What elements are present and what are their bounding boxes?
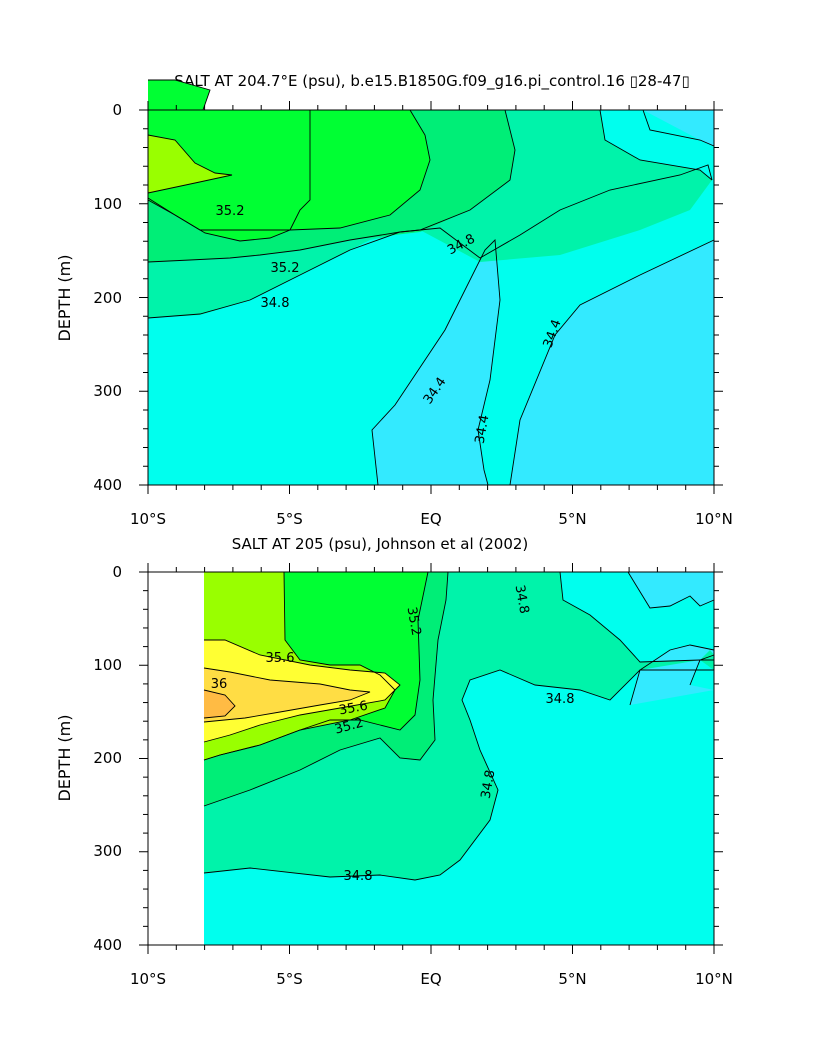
contour-label: 34.4 <box>473 414 493 445</box>
isohaline-35.6 <box>203 639 401 743</box>
isohaline-34.6 <box>627 571 715 609</box>
y-axis-label: DEPTH (m) <box>55 254 74 341</box>
isohaline-34.8 <box>147 109 516 263</box>
isohaline-34.4 <box>509 239 715 486</box>
contour-label: 34.8 <box>512 584 532 615</box>
x-axis <box>147 563 715 954</box>
panel-observations: SALT AT 205 (psu), Johnson et al (2002) <box>55 535 733 988</box>
contour-label: 34.8 <box>261 296 290 311</box>
x-tick-label: 10°S <box>130 510 166 528</box>
y-tick-label: 100 <box>93 656 122 674</box>
salinity-band-35.4 <box>148 135 232 193</box>
y-axis <box>139 571 723 946</box>
salinity-band-35.2 <box>148 110 430 230</box>
isohaline-34.6 <box>689 659 714 686</box>
contour-label: 35.6 <box>338 699 369 719</box>
contour-label: 34.8 <box>479 769 499 800</box>
y-axis-label: DEPTH (m) <box>55 714 74 801</box>
contour-label: 34.8 <box>344 869 373 884</box>
contour-label: 35.2 <box>333 716 365 738</box>
panel-title: SALT AT 205 (psu), Johnson et al (2002) <box>232 535 529 553</box>
y-tick-label: 200 <box>93 749 122 767</box>
salinity-band-34.4 <box>628 572 714 608</box>
contour-labels: 35.6 36 35.6 35.2 35.2 34.8 34.8 34.8 34… <box>211 584 575 884</box>
isohaline-34.8 <box>147 227 481 319</box>
salinity-band-36.0 <box>204 690 235 718</box>
isohaline-35.2 <box>147 110 311 242</box>
isohaline-35.0 <box>203 571 449 807</box>
y-tick-label: 200 <box>93 289 122 307</box>
y-tick-label: 400 <box>93 936 122 954</box>
isohaline-36.0 <box>203 689 236 719</box>
contour-lines <box>203 571 715 881</box>
y-tick-label: 400 <box>93 476 122 494</box>
contour-label: 35.2 <box>404 606 424 637</box>
isohaline-34.6 <box>599 109 713 181</box>
y-tick-label: 300 <box>93 842 122 860</box>
contour-label: 35.2 <box>271 261 300 276</box>
salinity-band-34.4 <box>643 110 714 146</box>
x-tick-label: 5°N <box>558 510 586 528</box>
isohaline-34.8 <box>203 669 714 881</box>
y-tick-label: 100 <box>93 195 122 213</box>
contour-fills <box>148 80 714 485</box>
salinity-band-34.4 <box>510 240 714 485</box>
contour-label: 34.8 <box>546 692 575 707</box>
x-tick-label: EQ <box>420 970 441 988</box>
x-axis <box>147 101 715 494</box>
salinity-band-35.8 <box>204 668 370 722</box>
contour-label: 36 <box>211 677 228 692</box>
y-axis <box>139 109 723 486</box>
x-tick-label: 5°S <box>276 510 303 528</box>
contour-lines <box>147 79 715 486</box>
contour-fills <box>204 572 714 945</box>
isohaline-35.4 <box>147 134 233 194</box>
isohaline-34.4 <box>642 109 715 147</box>
x-tick-label: 10°N <box>695 510 733 528</box>
y-tick-label: 0 <box>112 101 122 119</box>
salinity-band-34.4 <box>372 240 500 485</box>
panel-model: SALT AT 204.7°E (psu), b.e15.B1850G.f09_… <box>55 72 733 528</box>
x-tick-label: 10°S <box>130 970 166 988</box>
contour-label: 35.2 <box>216 204 245 219</box>
contour-label: 35.6 <box>266 651 295 666</box>
isohaline-34.6 <box>629 644 715 706</box>
x-tick-label: 5°N <box>558 970 586 988</box>
y-tick-label: 0 <box>112 563 122 581</box>
y-tick-label: 300 <box>93 382 122 400</box>
x-tick-label: 10°N <box>695 970 733 988</box>
isohaline-34.4 <box>371 238 501 486</box>
x-tick-label: EQ <box>420 510 441 528</box>
isohaline-35.8 <box>203 667 371 723</box>
panel-title: SALT AT 204.7°E (psu), b.e15.B1850G.f09_… <box>174 72 689 91</box>
isohaline-35.2 <box>148 79 211 111</box>
isohaline-34.8 <box>479 164 713 259</box>
x-tick-label: 5°S <box>276 970 303 988</box>
